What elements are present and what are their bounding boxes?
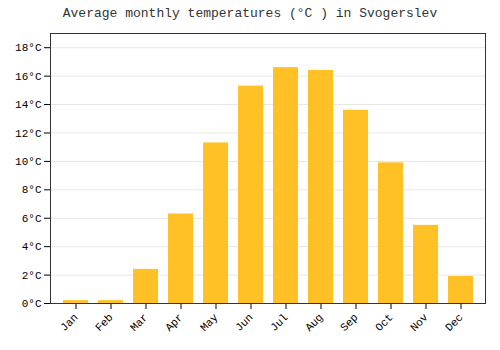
svg-text:12°C: 12°C [15,127,42,139]
svg-text:Oct: Oct [373,311,395,333]
svg-text:Jan: Jan [58,311,80,333]
svg-text:Sep: Sep [338,311,360,333]
svg-text:Nov: Nov [408,311,431,334]
svg-text:4°C: 4°C [22,241,42,253]
svg-text:16°C: 16°C [15,71,42,83]
svg-text:Dec: Dec [443,311,465,333]
svg-text:0°C: 0°C [22,298,42,310]
svg-text:10°C: 10°C [15,156,42,168]
svg-text:18°C: 18°C [15,42,42,54]
svg-text:Apr: Apr [163,311,185,333]
svg-text:Feb: Feb [93,311,115,333]
html-text:Average monthly temperatures (: Average monthly temperatures (°C ) in Sv… [62,6,438,21]
svg-text:Aug: Aug [303,311,325,333]
svg-text:May: May [198,311,221,334]
svg-text:8°C: 8°C [22,184,42,196]
svg-text:14°C: 14°C [15,99,42,111]
svg-text:Jun: Jun [233,311,255,333]
svg-text:2°C: 2°C [22,270,42,282]
svg-text:6°C: 6°C [22,213,42,225]
svg-text:Mar: Mar [128,311,150,333]
svg-text:Jul: Jul [268,311,290,333]
